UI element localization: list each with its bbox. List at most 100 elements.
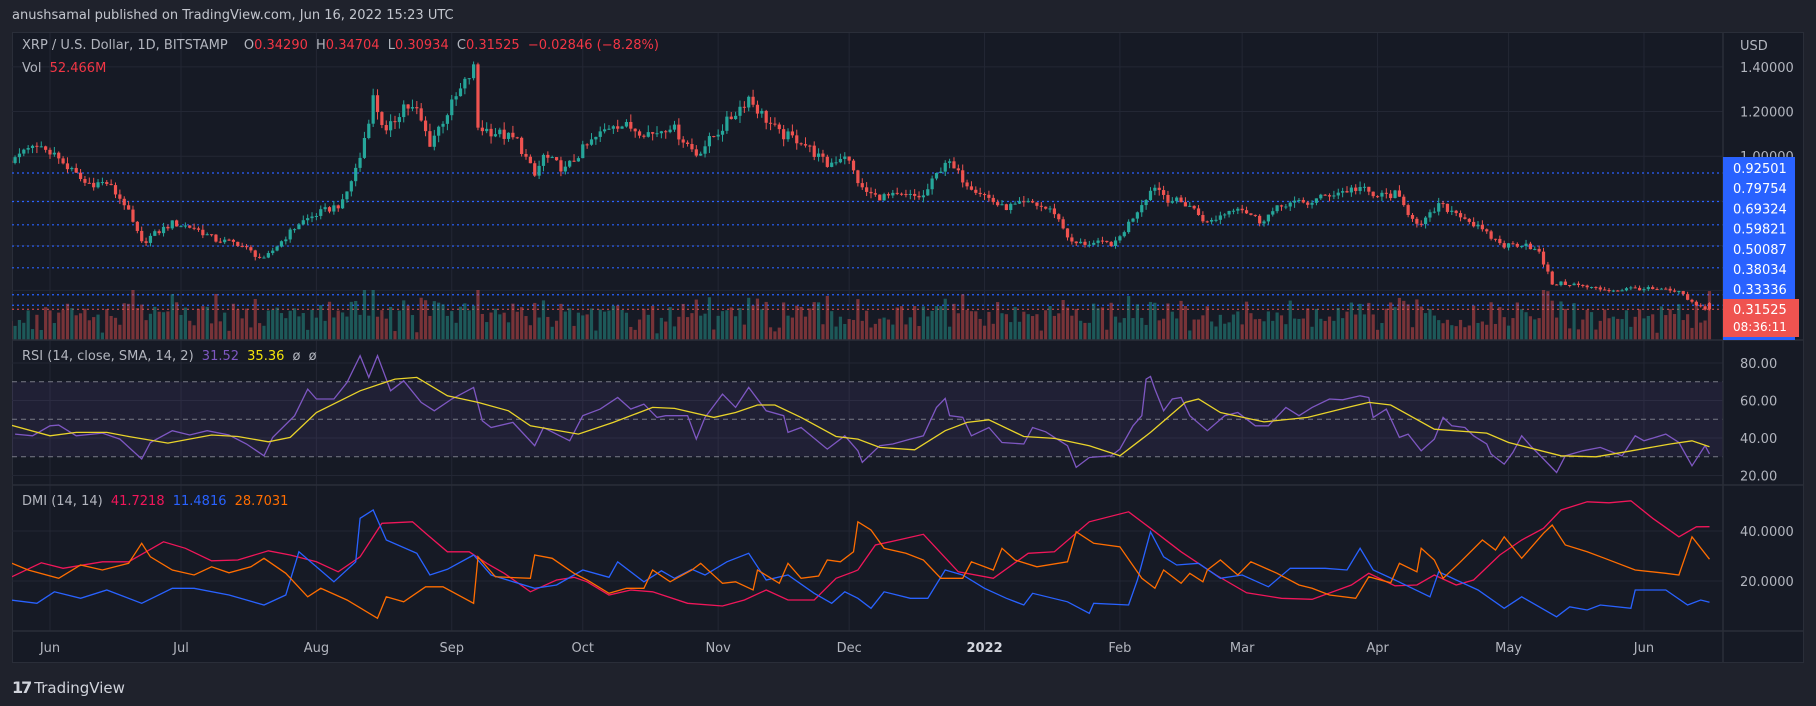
volume-bar — [179, 314, 183, 340]
volume-bar — [406, 305, 410, 340]
volume-bar — [480, 313, 484, 340]
candle-body — [873, 193, 877, 195]
candle-body — [74, 167, 78, 173]
candle-body — [1533, 248, 1537, 250]
volume-bar — [873, 323, 877, 340]
volume-bar — [275, 307, 279, 340]
candle-body — [620, 126, 624, 129]
volume-bar — [768, 327, 773, 340]
candle-body — [1306, 202, 1310, 205]
candle-body — [1480, 224, 1484, 230]
volume-bar — [332, 317, 336, 340]
volume-bar — [1559, 301, 1563, 340]
candle-body — [1122, 232, 1126, 237]
volume-bar — [943, 298, 947, 340]
volume-bar — [1314, 308, 1319, 340]
candle-body — [1144, 200, 1148, 206]
candle-body — [1563, 281, 1567, 286]
volume-bar — [419, 297, 423, 340]
candle-body — [57, 152, 61, 159]
volume-label[interactable]: Vol — [22, 61, 42, 76]
publish-line: anushsamal published on TradingView.com,… — [12, 8, 454, 23]
candle-body — [1498, 238, 1502, 244]
volume-bar — [1144, 324, 1148, 340]
candle-body — [1231, 210, 1236, 212]
candle-body — [1341, 191, 1345, 193]
volume-bar — [1371, 314, 1375, 340]
volume-bar — [1358, 303, 1362, 340]
change-value: −0.02846 (−8.28%) — [527, 38, 659, 53]
candle-body — [358, 157, 362, 168]
candle-body — [1424, 217, 1428, 225]
time-axis-label: Aug — [304, 641, 329, 656]
volume-bar — [926, 316, 930, 340]
dmi-title[interactable]: DMI (14, 14) — [22, 494, 103, 509]
candle-body — [297, 224, 301, 230]
volume-bar — [812, 302, 816, 340]
candle-body — [843, 156, 847, 159]
candle-body — [1633, 287, 1637, 289]
volume-bar — [751, 305, 755, 340]
candle-body — [668, 129, 672, 133]
volume-bar — [292, 308, 297, 340]
volume-bar — [1629, 326, 1633, 340]
rsi-title[interactable]: RSI (14, close, SMA, 14, 2) — [22, 349, 194, 364]
candle-body — [1686, 294, 1690, 300]
volume-bar — [716, 315, 720, 340]
volume-bar — [1380, 322, 1384, 340]
volume-bar — [1310, 326, 1314, 340]
time-axis-label: Dec — [837, 641, 862, 656]
candle-body — [166, 226, 170, 229]
time-axis-label: Sep — [440, 641, 465, 656]
candle-body — [1629, 287, 1633, 289]
volume-bar — [1057, 313, 1061, 340]
footer-logo[interactable]: 17 TradingView — [12, 678, 125, 697]
candle-body — [428, 131, 432, 147]
volume-bar — [803, 316, 808, 340]
volume-bar — [904, 324, 908, 340]
volume-bar — [39, 329, 43, 340]
volume-bar — [100, 332, 105, 340]
volume-bar — [816, 302, 821, 340]
candle-body — [515, 137, 519, 139]
volume-bar — [1541, 290, 1546, 340]
candle-body — [1537, 248, 1541, 252]
candle-body — [895, 192, 899, 194]
level-label: 0.59821 — [1733, 223, 1787, 238]
volume-bar — [258, 323, 262, 340]
volume-bar — [201, 306, 205, 340]
candle-body — [275, 246, 279, 251]
volume-bar — [306, 329, 310, 340]
volume-bar — [1083, 322, 1087, 340]
candle-body — [441, 123, 445, 127]
volume-bar — [537, 317, 541, 340]
candle-body — [930, 178, 934, 190]
candle-body — [1445, 203, 1450, 212]
candle-body — [1467, 218, 1471, 222]
volume-bar — [1148, 301, 1153, 340]
volume-bar — [1266, 311, 1270, 340]
volume-bar — [738, 308, 742, 340]
candle-body — [899, 193, 904, 195]
volume-bar — [1192, 319, 1196, 340]
candle-body — [1555, 284, 1559, 286]
symbol-title[interactable]: XRP / U.S. Dollar, 1D, BITSTAMP — [22, 38, 228, 53]
candle-body — [48, 149, 52, 155]
candle-body — [1651, 287, 1655, 290]
candle-body — [1218, 215, 1222, 220]
volume-bar — [1349, 302, 1353, 340]
volume-bar — [1166, 303, 1170, 340]
volume-bar — [1563, 308, 1567, 340]
candle-body — [118, 194, 122, 199]
volume-bar — [1581, 319, 1585, 340]
volume-bar — [1161, 318, 1166, 340]
candle-body — [480, 127, 484, 132]
candle-body — [1135, 212, 1139, 219]
volume-bar — [620, 309, 624, 340]
volume-bar — [1651, 314, 1655, 340]
candle-body — [1603, 289, 1607, 291]
volume-bar — [1210, 321, 1214, 340]
volume-bar — [838, 316, 843, 340]
candle-body — [554, 157, 559, 161]
